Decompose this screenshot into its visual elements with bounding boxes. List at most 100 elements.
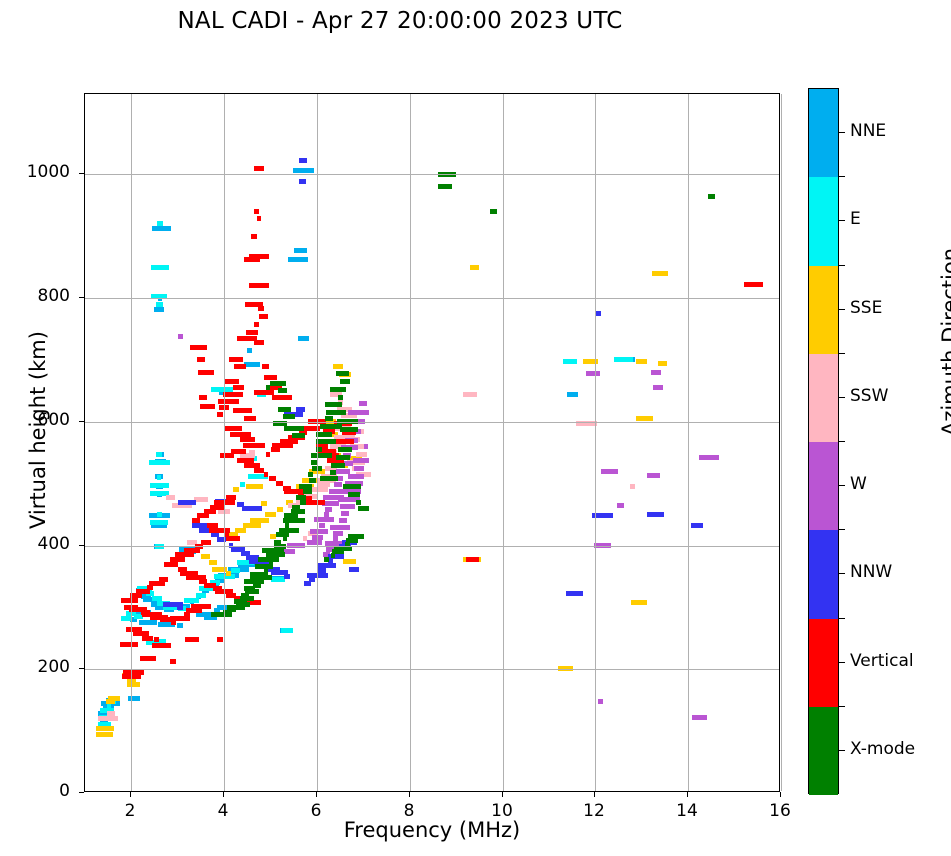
data-point-w: [329, 489, 343, 494]
data-point-nnw: [242, 506, 262, 511]
colorbar-segment-e[interactable]: [809, 177, 838, 265]
data-point-nne: [128, 696, 140, 701]
x-axis-title: Frequency (MHz): [84, 818, 780, 842]
data-point-vertical: [154, 637, 159, 642]
colorbar-segment-w[interactable]: [809, 442, 838, 530]
data-point-x-mode: [283, 536, 287, 541]
data-point-ssw: [356, 452, 367, 457]
data-point-vertical: [336, 439, 354, 444]
data-point-vertical: [254, 390, 274, 395]
data-point-vertical: [254, 166, 264, 171]
data-point-e: [157, 221, 163, 226]
data-point-sse: [343, 559, 356, 564]
y-tick: [79, 792, 84, 793]
x-tick-label: 6: [286, 801, 346, 821]
x-tick: [502, 792, 503, 797]
colorbar-segment-vertical[interactable]: [809, 619, 838, 707]
data-point-vertical: [233, 385, 244, 390]
data-point-vertical: [164, 562, 178, 567]
data-point-e: [196, 593, 206, 598]
x-tick: [594, 792, 595, 797]
colorbar-tick: [839, 750, 845, 751]
data-point-vertical: [254, 209, 259, 214]
gridline-vertical: [224, 94, 225, 791]
data-point-e: [150, 520, 168, 525]
colorbar-segment-ssw[interactable]: [809, 354, 838, 442]
data-point-w: [307, 540, 322, 545]
colorbar-boundary-tick: [839, 353, 845, 354]
colorbar-segment-nnw[interactable]: [809, 530, 838, 618]
data-point-nnw: [211, 532, 219, 537]
data-point-x-mode: [284, 426, 304, 431]
data-point-nnw: [349, 567, 359, 572]
data-point-vertical: [120, 642, 138, 647]
data-point-w: [336, 469, 350, 474]
colorbar-segment-nne[interactable]: [809, 89, 838, 177]
data-point-w: [348, 474, 364, 479]
data-point-x-mode: [336, 455, 350, 460]
data-point-nne: [154, 307, 164, 312]
data-point-vertical: [244, 416, 256, 421]
x-tick-label: 8: [379, 801, 439, 821]
data-point-nnw: [177, 605, 183, 610]
gridline-vertical: [503, 94, 504, 791]
data-point-vertical: [185, 637, 199, 642]
data-point-vertical: [121, 598, 138, 603]
plot-area[interactable]: [84, 93, 780, 792]
data-point-nnw: [217, 537, 226, 542]
colorbar[interactable]: [808, 88, 839, 794]
data-canvas: [85, 94, 779, 791]
data-point-sse: [226, 571, 231, 576]
gridline-horizontal: [85, 669, 779, 670]
data-point-x-mode: [356, 500, 361, 505]
y-tick: [79, 668, 84, 669]
data-point-x-mode: [348, 492, 360, 497]
data-point-nnw: [647, 512, 664, 517]
colorbar-tick: [839, 309, 845, 310]
data-point-vertical: [184, 612, 190, 617]
data-point-nne: [298, 336, 309, 341]
x-tick-label: 16: [750, 801, 810, 821]
data-point-vertical: [304, 500, 325, 505]
gridline-horizontal: [85, 422, 779, 423]
data-point-vertical: [217, 637, 223, 642]
data-point-ssw: [98, 716, 118, 721]
colorbar-label-w: W: [850, 474, 867, 494]
gridline-vertical: [688, 94, 689, 791]
y-tick-label: 200: [0, 657, 70, 677]
data-point-e: [614, 357, 633, 362]
gridline-horizontal: [85, 174, 779, 175]
data-point-x-mode: [330, 387, 346, 392]
data-point-vertical: [233, 408, 252, 413]
data-point-nnw: [566, 591, 583, 596]
data-point-x-mode: [309, 478, 316, 483]
data-point-vertical: [251, 234, 257, 239]
data-point-x-mode: [326, 410, 346, 415]
data-point-w: [359, 401, 367, 406]
colorbar-segment-x-mode[interactable]: [809, 707, 838, 795]
data-point-x-mode: [358, 506, 369, 511]
data-point-vertical: [234, 364, 246, 369]
data-point-e: [281, 628, 293, 633]
colorbar-segment-sse[interactable]: [809, 266, 838, 354]
y-tick-label: 800: [0, 286, 70, 306]
page-title: NAL CADI - Apr 27 20:00:00 2023 UTC: [0, 8, 800, 34]
x-tick: [780, 792, 781, 797]
data-point-vertical: [269, 476, 276, 481]
data-point-e: [184, 598, 199, 603]
colorbar-label-e: E: [850, 209, 861, 229]
colorbar-tick: [839, 485, 845, 486]
data-point-vertical: [190, 345, 207, 350]
data-point-e: [231, 568, 240, 573]
data-point-x-mode: [338, 395, 343, 400]
x-tick: [316, 792, 317, 797]
data-point-w: [178, 334, 183, 339]
x-tick-label: 12: [564, 801, 624, 821]
data-point-sse: [265, 512, 276, 517]
data-point-x-mode: [324, 557, 329, 562]
x-tick-label: 10: [472, 801, 532, 821]
data-point-vertical: [223, 392, 243, 397]
data-point-nne: [139, 620, 157, 625]
colorbar-label-x-mode: X-mode: [850, 739, 915, 759]
data-point-w: [339, 518, 347, 523]
